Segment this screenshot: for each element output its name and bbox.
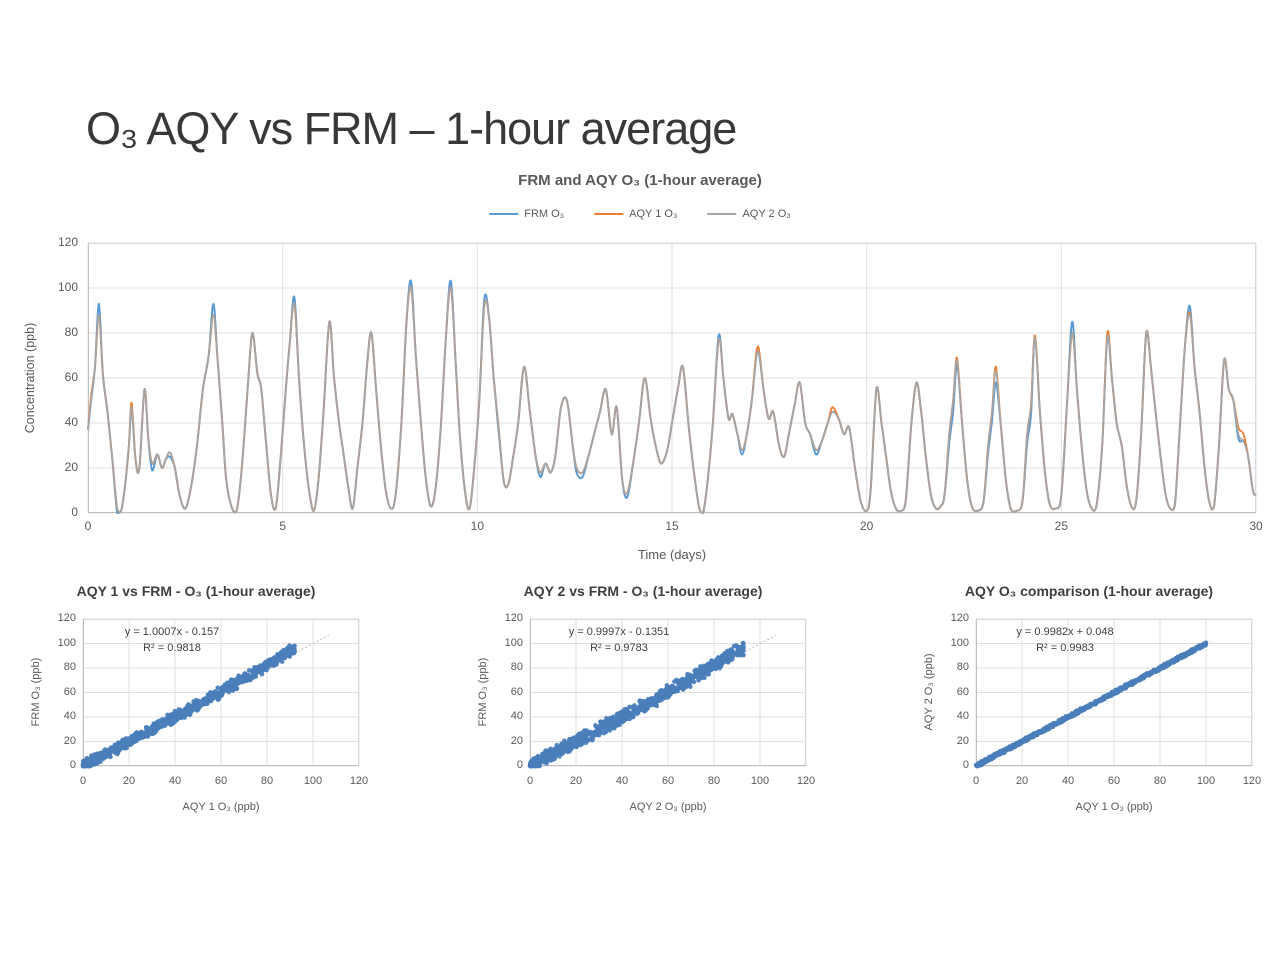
- y-tick-label: 60: [956, 685, 969, 698]
- legend-item-aqy2: AQY 2 O₃: [707, 208, 791, 220]
- legend-label-aqy1: AQY 1 O₃: [629, 208, 678, 220]
- y-tick-label: 20: [64, 460, 78, 474]
- regression-equation: y = 1.0007x - 0.157 R² = 0.9818: [125, 624, 219, 656]
- x-tick-label: 80: [260, 775, 274, 787]
- scatter-plot: [527, 618, 807, 769]
- y-tick-label: 60: [510, 685, 523, 698]
- y-tick-label: 20: [956, 734, 969, 747]
- x-tick-label: 15: [665, 519, 679, 533]
- y-tick-label: 0: [516, 759, 523, 771]
- main-chart-plot: [87, 242, 1257, 514]
- x-tick-label: 120: [349, 775, 369, 787]
- y-tick-label: 120: [950, 612, 969, 624]
- x-tick-label: 30: [1249, 519, 1263, 533]
- scatter-x-axis-title: AQY 1 O₃ (ppb): [182, 801, 260, 813]
- y-tick-label: 100: [57, 636, 76, 649]
- r-squared-line: R² = 0.9783: [590, 642, 648, 654]
- scatter-chart-aqy1-vs-frm: AQY 1 vs FRM - O₃ (1-hour average) y = 1.…: [0, 575, 430, 845]
- main-line-chart: FRM and AQY O₃ (1-hour average) FRM O₃ A…: [0, 170, 1280, 570]
- y-tick-label: 40: [956, 710, 969, 722]
- x-tick-label: 20: [859, 519, 874, 533]
- y-tick-label: 0: [69, 759, 76, 771]
- y-tick-label: 0: [71, 505, 78, 519]
- x-tick-label: 120: [1242, 775, 1262, 787]
- main-chart-legend: FRM O₃ AQY 1 O₃ AQY 2 O₃: [489, 208, 791, 220]
- x-tick-label: 0: [526, 775, 534, 787]
- y-tick-label: 80: [63, 661, 76, 673]
- x-tick-label: 0: [84, 519, 92, 533]
- y-tick-label: 100: [950, 636, 969, 649]
- x-tick-label: 0: [79, 775, 87, 787]
- y-tick-label: 60: [63, 685, 76, 698]
- equation-line: y = 1.0007x - 0.157: [124, 626, 220, 638]
- legend-label-aqy2: AQY 2 O₃: [742, 208, 791, 220]
- x-tick-label: 120: [796, 775, 816, 787]
- x-tick-label: 10: [470, 519, 484, 533]
- x-tick-label: 20: [1015, 775, 1029, 787]
- y-tick-label: 40: [63, 710, 76, 722]
- scatter-chart-aqy-comparison: AQY O₃ comparison (1-hour average) y = 0.…: [893, 575, 1280, 845]
- y-tick-label: 120: [57, 612, 76, 624]
- scatter-title: AQY 2 vs FRM - O₃ (1-hour average): [523, 583, 763, 599]
- x-tick-label: 25: [1054, 519, 1068, 533]
- legend-item-frm: FRM O₃: [489, 208, 564, 220]
- x-tick-label: 5: [279, 519, 286, 533]
- legend-line-swatch-aqy1: [594, 213, 624, 215]
- equation-line: y = 0.9997x - 0.1351: [568, 626, 670, 638]
- x-tick-label: 100: [1196, 775, 1216, 787]
- scatter-x-axis-title: AQY 1 O₃ (ppb): [1075, 801, 1153, 813]
- main-chart-title: FRM and AQY O₃ (1-hour average): [518, 172, 762, 189]
- y-tick-label: 0: [962, 759, 969, 771]
- x-tick-label: 80: [707, 775, 721, 787]
- regression-equation: y = 0.9997x - 0.1351 R² = 0.9783: [569, 624, 670, 656]
- r-squared-line: R² = 0.9983: [1036, 642, 1094, 654]
- scatter-title: AQY O₃ comparison (1-hour average): [964, 583, 1214, 599]
- y-tick-label: 40: [64, 415, 78, 429]
- main-y-axis-title: Concentration (ppb): [23, 322, 37, 434]
- x-tick-label: 100: [750, 775, 770, 787]
- x-tick-label: 40: [168, 775, 182, 787]
- r-squared-line: R² = 0.9818: [143, 642, 201, 654]
- y-tick-label: 120: [57, 235, 78, 249]
- x-tick-label: 60: [661, 775, 675, 787]
- x-tick-label: 80: [1153, 775, 1167, 787]
- legend-label-frm: FRM O₃: [524, 208, 565, 220]
- y-tick-label: 20: [510, 734, 523, 747]
- x-tick-label: 40: [1061, 775, 1075, 787]
- legend-line-swatch-aqy2: [707, 213, 737, 215]
- x-tick-label: 20: [569, 775, 583, 787]
- scatter-plot: [973, 618, 1253, 769]
- legend-line-swatch-frm: [489, 213, 519, 215]
- main-x-axis-title: Time (days): [637, 547, 707, 562]
- x-tick-label: 60: [214, 775, 228, 787]
- scatter-plot: [80, 618, 360, 769]
- x-tick-label: 60: [1107, 775, 1121, 787]
- regression-equation: y = 0.9982x + 0.048 R² = 0.9983: [1016, 624, 1113, 656]
- y-tick-label: 60: [64, 370, 78, 384]
- y-tick-label: 100: [57, 280, 78, 294]
- scatter-chart-aqy2-vs-frm: AQY 2 vs FRM - O₃ (1-hour average) y = 0.…: [447, 575, 877, 845]
- scatter-title: AQY 1 vs FRM - O₃ (1-hour average): [76, 583, 316, 599]
- x-tick-label: 40: [615, 775, 629, 787]
- y-tick-label: 100: [504, 636, 523, 649]
- y-tick-label: 80: [510, 661, 523, 673]
- legend-item-aqy1: AQY 1 O₃: [594, 208, 677, 220]
- x-tick-label: 100: [303, 775, 323, 787]
- equation-line: y = 0.9982x + 0.048: [1016, 626, 1114, 638]
- x-tick-label: 20: [122, 775, 136, 787]
- scatter-x-axis-title: AQY 2 O₃ (ppb): [629, 801, 707, 813]
- y-tick-label: 40: [510, 710, 523, 722]
- y-tick-label: 20: [63, 734, 76, 747]
- x-tick-label: 0: [972, 775, 980, 787]
- y-tick-label: 80: [64, 325, 78, 339]
- y-tick-label: 120: [504, 612, 523, 624]
- slide-title: O₃ AQY vs FRM – 1-hour average: [86, 103, 737, 154]
- y-tick-label: 80: [956, 661, 969, 673]
